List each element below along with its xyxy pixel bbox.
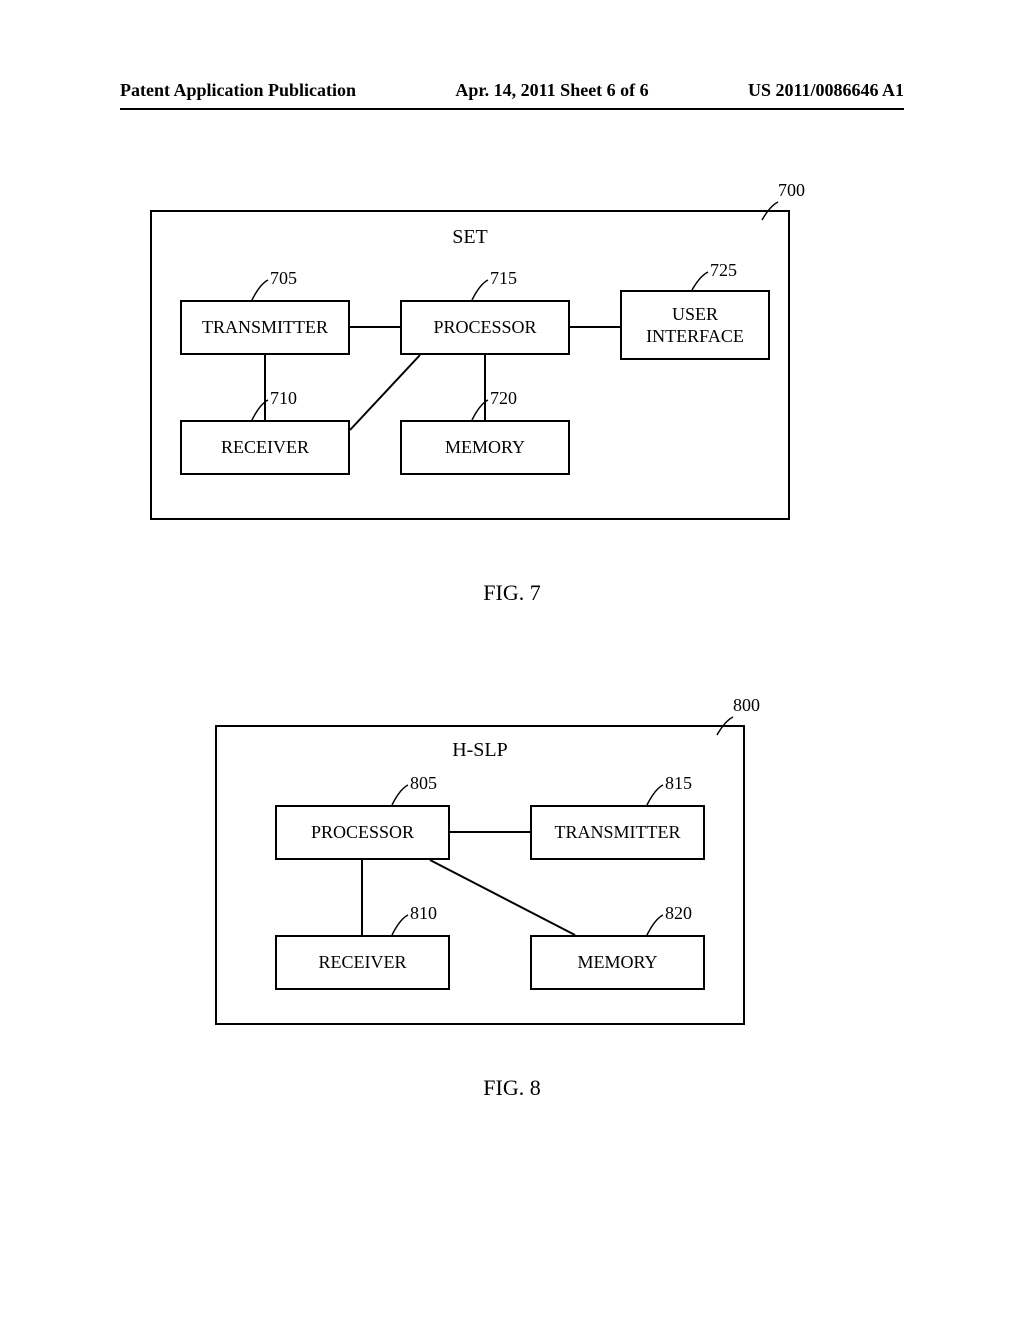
page: Patent Application Publication Apr. 14, … bbox=[0, 0, 1024, 1320]
header-rule bbox=[120, 108, 904, 110]
header-center: Apr. 14, 2011 Sheet 6 of 6 bbox=[455, 80, 648, 101]
fig8-diagram: H-SLP 800 PROCESSOR 805 TRANSMITTER 815 … bbox=[215, 725, 745, 1055]
fig7-caption: FIG. 7 bbox=[0, 580, 1024, 606]
fig8-edge-proc-mem bbox=[215, 725, 745, 1025]
page-header: Patent Application Publication Apr. 14, … bbox=[0, 80, 1024, 101]
fig7-edge-proc-rx bbox=[150, 210, 790, 520]
fig7-diagram: SET 700 TRANSMITTER 705 PROCESSOR 715 US… bbox=[150, 210, 790, 550]
header-left: Patent Application Publication bbox=[120, 80, 356, 101]
fig7-ref-700: 700 bbox=[778, 180, 805, 201]
fig8-caption: FIG. 8 bbox=[0, 1075, 1024, 1101]
fig8-ref-800: 800 bbox=[733, 695, 760, 716]
header-right: US 2011/0086646 A1 bbox=[748, 80, 904, 101]
